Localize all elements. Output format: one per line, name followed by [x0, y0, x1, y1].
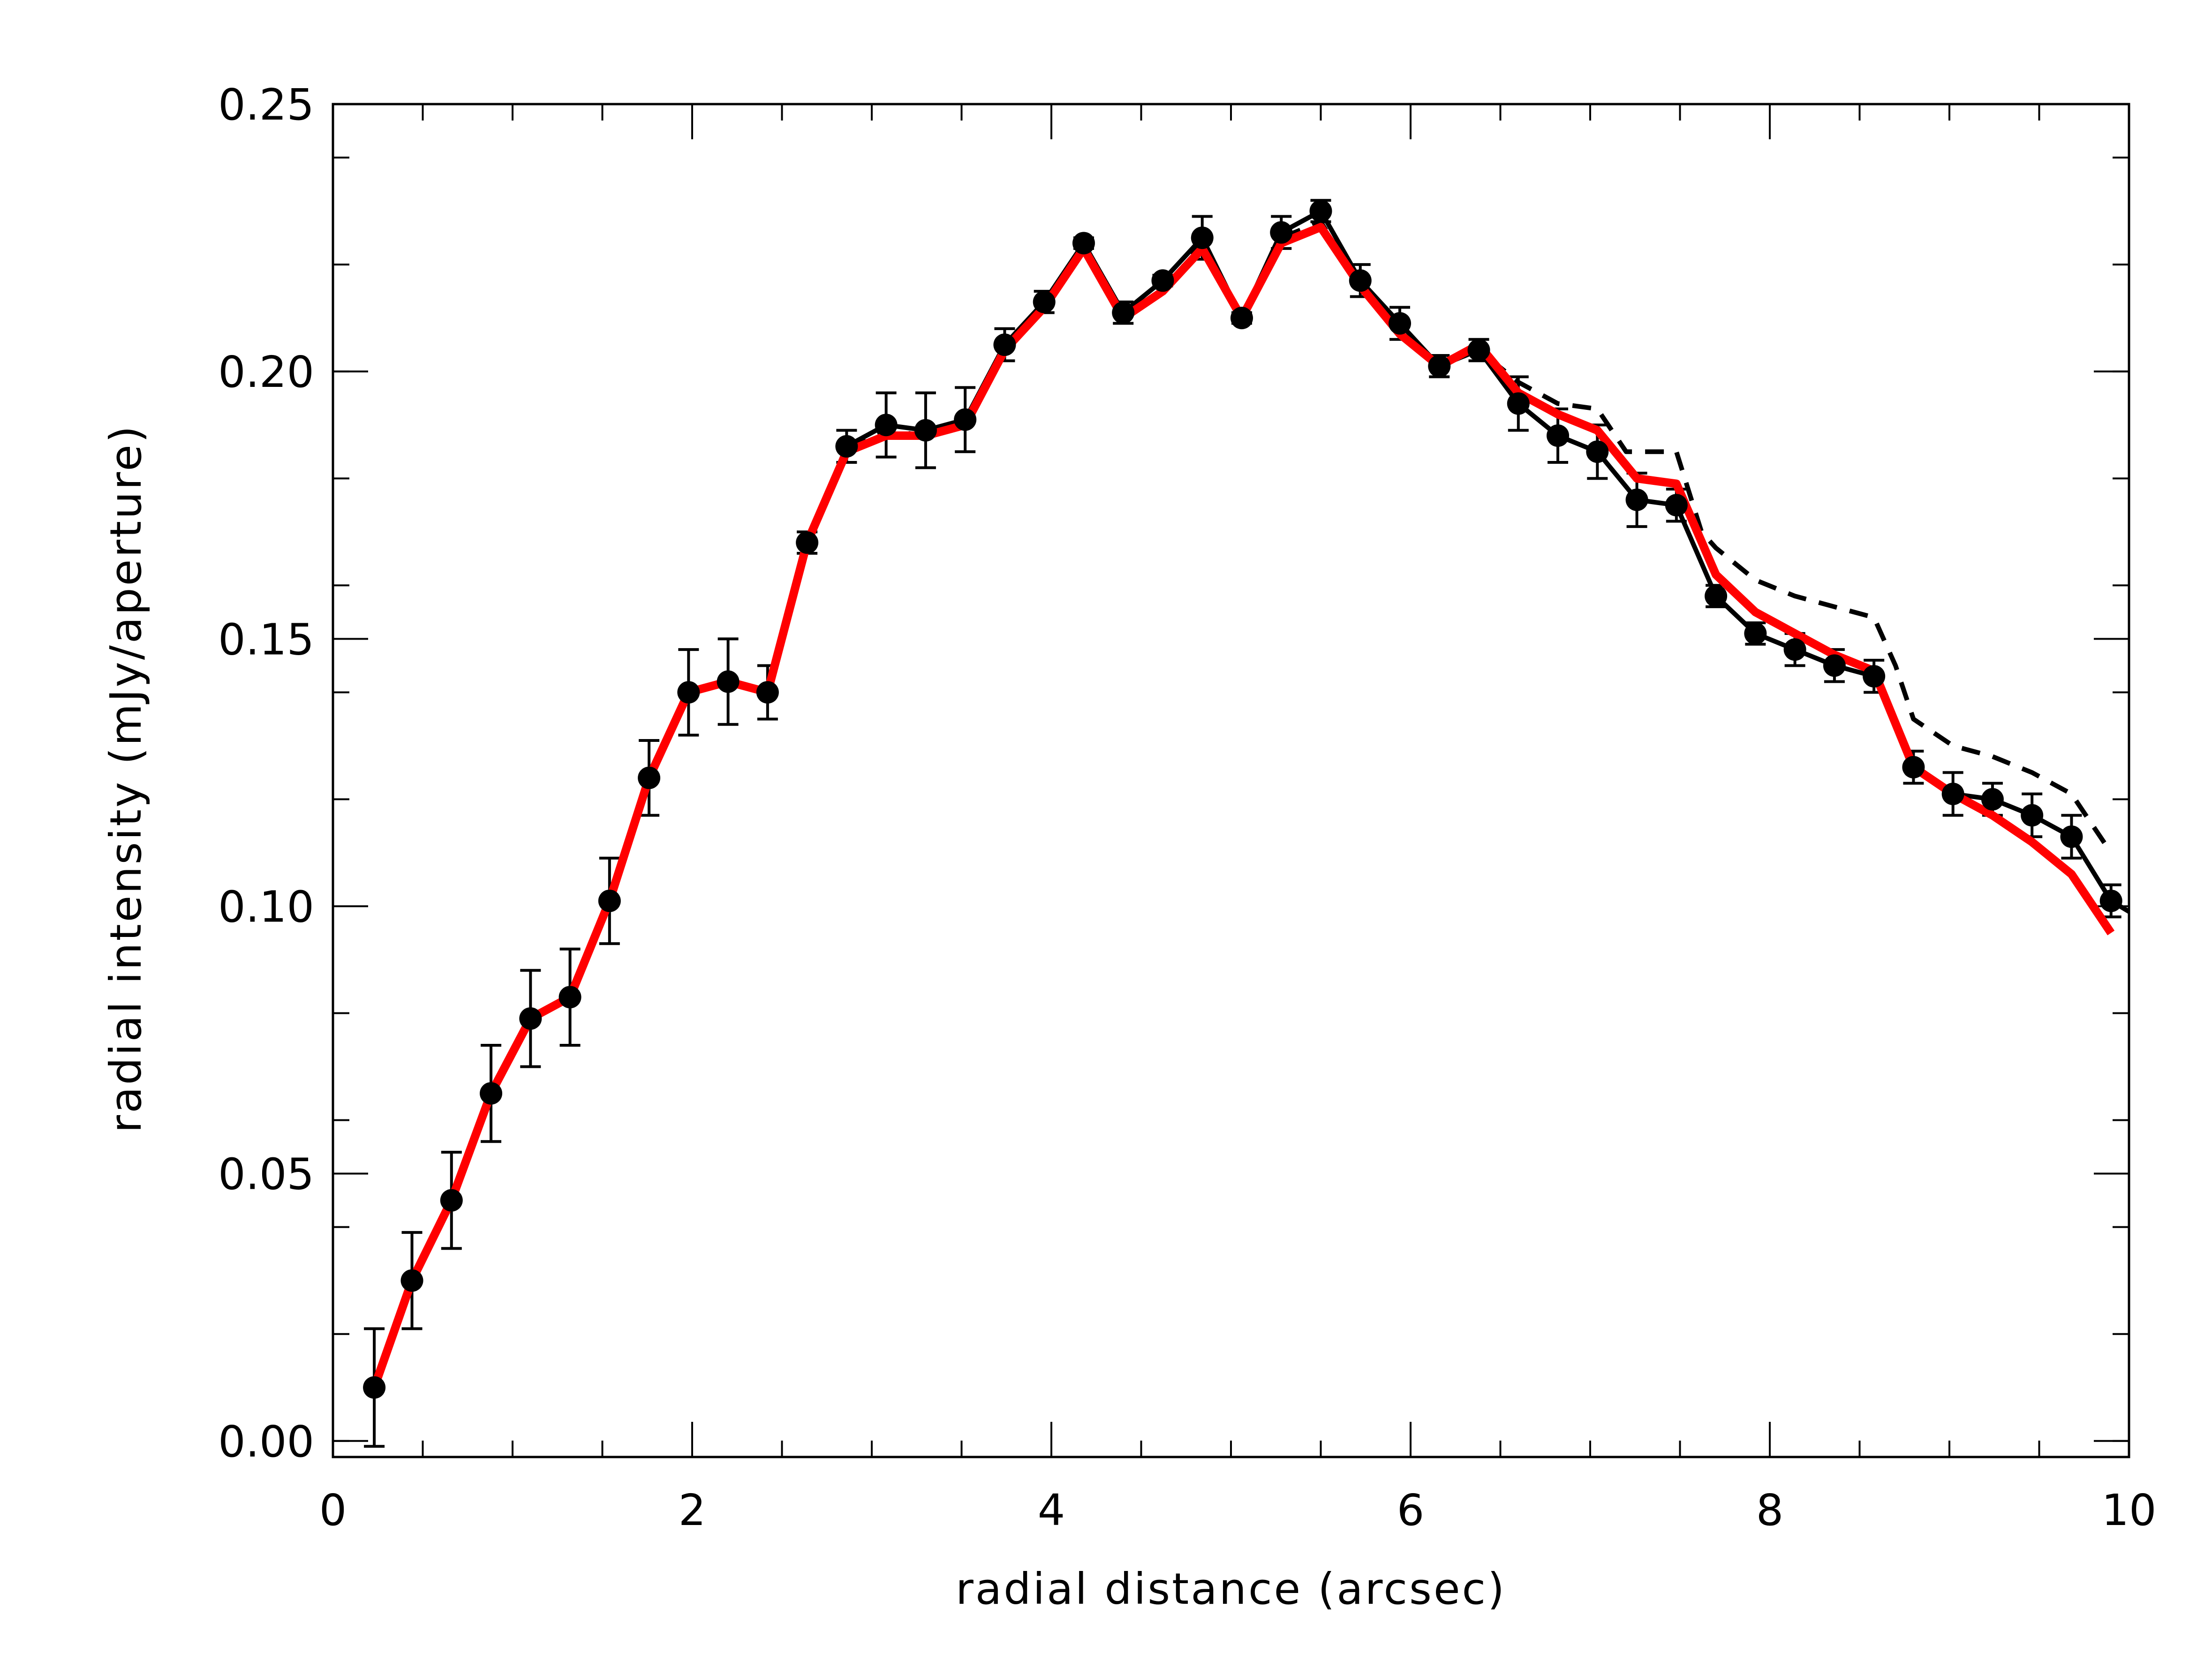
data-point — [835, 435, 858, 458]
data-point — [1191, 226, 1214, 249]
data-point — [1783, 638, 1806, 661]
data-point — [1981, 788, 2004, 811]
data-point — [1507, 392, 1530, 415]
data-point — [1586, 440, 1609, 463]
data-point — [914, 419, 937, 442]
data-point — [1823, 654, 1846, 677]
x-tick-label: 10 — [2101, 1485, 2156, 1535]
y-tick-label: 0.25 — [218, 80, 314, 130]
x-tick-label: 0 — [319, 1485, 347, 1535]
y-tick-label: 0.15 — [218, 614, 314, 664]
data-point — [1744, 622, 1767, 645]
data-point — [1547, 424, 1570, 447]
data-point — [1112, 301, 1135, 324]
data-point — [559, 986, 581, 1009]
data-point — [756, 681, 779, 704]
data-point — [598, 890, 621, 913]
x-tick-label: 4 — [1038, 1485, 1065, 1535]
data-point — [638, 766, 661, 789]
y-tick-label: 0.10 — [218, 882, 314, 932]
data-point — [2021, 804, 2044, 827]
data-point — [1863, 665, 1886, 688]
data-point — [1428, 355, 1451, 378]
data-point — [400, 1269, 423, 1292]
data-point — [1230, 307, 1253, 330]
y-tick-label: 0.05 — [218, 1149, 314, 1200]
data-point — [993, 333, 1016, 356]
y-tick-label: 0.20 — [218, 347, 314, 397]
data-point — [1941, 783, 1964, 806]
y-tick-label: 0.00 — [218, 1417, 314, 1467]
data-point — [1349, 269, 1372, 292]
data-point — [875, 414, 898, 437]
data-point — [1625, 488, 1648, 511]
x-tick-label: 6 — [1397, 1485, 1425, 1535]
data-point — [480, 1082, 503, 1105]
data-point — [1270, 221, 1293, 244]
dashed-model-line — [372, 219, 2113, 1389]
data-point — [1902, 755, 1925, 778]
data-point — [1151, 269, 1174, 292]
data-point — [1705, 585, 1728, 608]
data-point — [363, 1376, 386, 1399]
x-tick-label: 8 — [1756, 1485, 1784, 1535]
data-point — [717, 670, 740, 693]
axis-ticks — [332, 103, 2130, 1457]
data-point — [1309, 200, 1332, 223]
data-point — [1467, 339, 1490, 362]
data-point — [1072, 232, 1095, 255]
data-point — [519, 1007, 542, 1030]
axis-tick-labels: 0 2 4 6 8 10 0.00 0.05 0.10 0.15 0.20 0.25 — [218, 80, 2156, 1535]
x-tick-label: 2 — [679, 1485, 706, 1535]
x-axis-title: radial distance (arcsec) — [956, 1564, 1506, 1614]
series-layer — [363, 199, 2130, 1448]
y-axis-title: radial intensity (mJy/aperture) — [101, 424, 151, 1132]
data-point — [954, 408, 977, 431]
data-point — [2060, 825, 2083, 848]
data-point — [440, 1189, 463, 1212]
data-line — [372, 209, 2130, 1389]
data-point — [1033, 290, 1056, 313]
data-point — [1665, 494, 1688, 517]
data-point — [2099, 890, 2122, 913]
data-point — [1389, 312, 1412, 335]
data-point — [796, 531, 819, 554]
red-model-line — [370, 223, 2115, 1389]
data-point — [677, 681, 700, 704]
